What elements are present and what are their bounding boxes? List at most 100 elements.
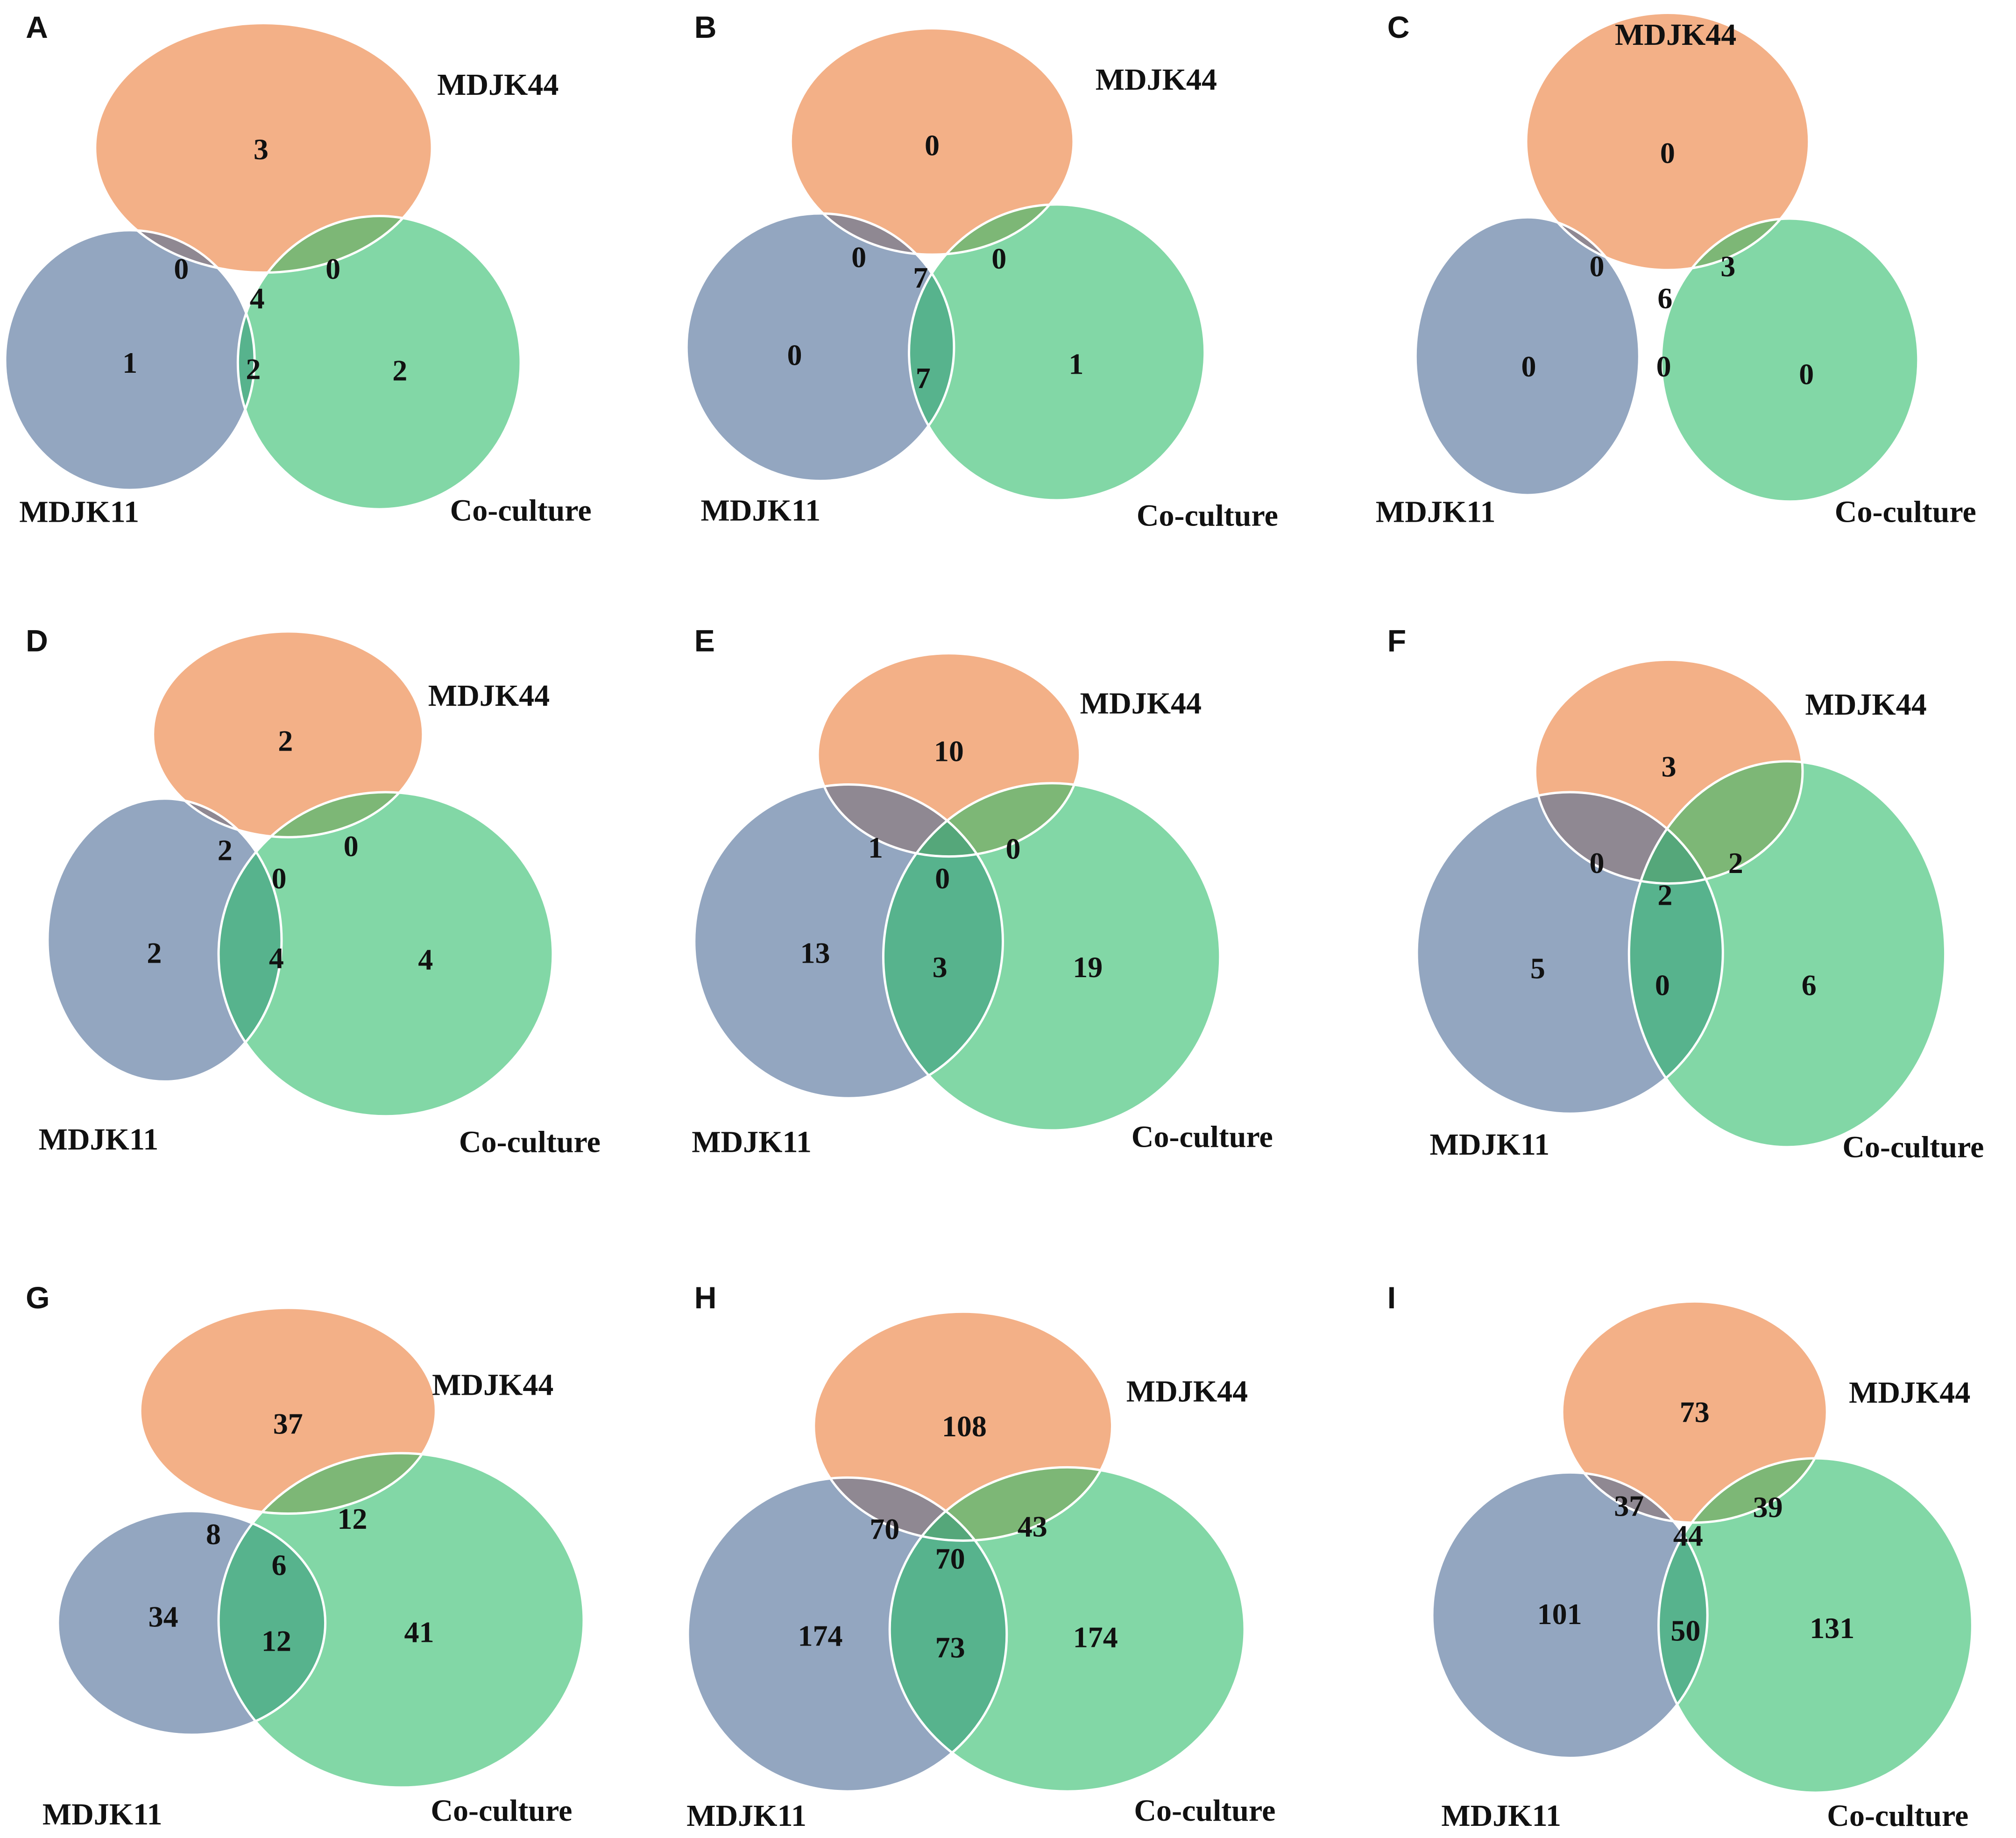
circle-coculture-outline <box>882 782 1222 1132</box>
region-mdjk44-mdjk11: 0 <box>1589 846 1604 880</box>
circle-mdjk44-outline <box>1561 1300 1828 1524</box>
panel-letter: C <box>1387 10 1410 44</box>
label-mdjk11: MDJK11 <box>1430 1128 1550 1162</box>
panel-letter: I <box>1387 1280 1396 1315</box>
region-coculture-only: 0 <box>1799 358 1814 391</box>
label-mdjk11: MDJK11 <box>686 1799 806 1833</box>
panel-d: D 2 2 0 0 2 4 4 MDJK44 MDJK11 Co-culture <box>26 623 601 1159</box>
region-mdjk44-coculture: 0 <box>991 242 1006 275</box>
region-mdjk44-only: 0 <box>925 129 940 162</box>
region-mdjk44-mdjk11: 0 <box>174 252 189 285</box>
circle-coculture-outline <box>217 1452 585 1789</box>
label-mdjk11: MDJK11 <box>700 494 821 528</box>
circle-coculture-outline <box>1657 1457 1974 1794</box>
circle-mdjk44-outline <box>1534 658 1804 885</box>
label-mdjk11: MDJK11 <box>19 495 139 529</box>
label-coculture: Co-culture <box>1132 1120 1273 1154</box>
panel-c: C 0 0 3 6 0 0 0 MDJK44 MDJK11 Co-culture <box>1376 10 1976 529</box>
region-coculture-only: 1 <box>1068 348 1083 381</box>
panel-a: A 3 0 0 4 1 2 2 MDJK44 MDJK11 Co-culture <box>4 10 592 529</box>
circle-mdjk11-outline <box>1414 216 1641 497</box>
circle-mdjk11 <box>1432 1472 1708 1758</box>
region-coculture-only: 2 <box>392 354 407 387</box>
label-mdjk44: MDJK44 <box>1126 1374 1248 1408</box>
label-mdjk11: MDJK11 <box>39 1122 159 1157</box>
circle-mdjk11 <box>5 230 255 490</box>
label-mdjk44: MDJK44 <box>1849 1376 1970 1410</box>
circle-mdjk44-outline <box>94 22 433 274</box>
circle-mdjk44 <box>791 28 1074 255</box>
label-mdjk44: MDJK44 <box>1080 686 1202 720</box>
panel-h: H 108 70 43 70 174 73 174 MDJK44 MDJK11 Co-culture <box>686 1280 1275 1833</box>
circle-mdjk11-outline <box>4 229 256 491</box>
circle-mdjk11 <box>47 798 282 1082</box>
region-coculture-only: 131 <box>1810 1611 1854 1645</box>
region-mdjk44-mdjk11: 2 <box>218 833 233 866</box>
region-all-three: 7 <box>913 261 928 294</box>
label-coculture: Co-culture <box>1137 499 1278 533</box>
region-mdjk11-coculture: 7 <box>916 362 931 395</box>
region-mdjk11-coculture: 0 <box>1656 350 1671 383</box>
region-mdjk44-only: 10 <box>934 734 964 767</box>
region-mdjk44-mdjk11: 8 <box>206 1518 221 1551</box>
circle-mdjk44 <box>1562 1301 1827 1523</box>
label-mdjk44: MDJK44 <box>432 1368 553 1402</box>
region-mdjk11-only: 101 <box>1537 1597 1582 1631</box>
circle-mdjk11-outline <box>685 212 955 483</box>
circle-mdjk11-outline <box>693 783 1004 1100</box>
region-mdjk44-coculture: 39 <box>1753 1490 1783 1524</box>
region-mdjk11-coculture: 73 <box>935 1631 965 1664</box>
region-coculture-only: 174 <box>1073 1620 1118 1653</box>
label-mdjk11: MDJK11 <box>1376 495 1496 529</box>
region-coculture-only: 4 <box>418 943 433 976</box>
region-mdjk11-only: 1 <box>122 346 137 379</box>
region-all-three: 70 <box>935 1542 965 1575</box>
circle-coculture-outline <box>217 791 554 1118</box>
circle-coculture <box>1661 219 1918 502</box>
region-mdjk44-coculture: 0 <box>1006 832 1021 866</box>
circle-mdjk44-outline <box>813 1310 1114 1542</box>
panel-g: G 37 8 12 6 34 12 41 MDJK44 MDJK11 Co-culture <box>26 1280 585 1831</box>
region-mdjk44-only: 37 <box>273 1407 303 1440</box>
region-mdjk11-only: 5 <box>1530 952 1545 985</box>
region-mdjk44-coculture: 43 <box>1018 1510 1047 1543</box>
circle-coculture-outline <box>1660 217 1920 503</box>
region-mdjk11-only: 174 <box>798 1619 843 1653</box>
circle-coculture <box>1629 761 1945 1147</box>
panel-letter: A <box>26 10 48 44</box>
region-mdjk44-only: 2 <box>278 724 293 757</box>
region-mdjk44-only: 3 <box>254 133 269 166</box>
region-all-three: 2 <box>1657 879 1672 912</box>
label-mdjk44: MDJK44 <box>428 679 550 713</box>
label-coculture: Co-culture <box>1835 495 1976 529</box>
label-coculture: Co-culture <box>450 494 592 528</box>
panel-letter: B <box>694 10 717 44</box>
region-mdjk11-coculture: 0 <box>1655 968 1670 1001</box>
circle-mdjk11-outline <box>57 1510 327 1736</box>
region-mdjk11-only: 0 <box>1521 350 1536 383</box>
label-mdjk44: MDJK44 <box>1096 63 1217 97</box>
region-coculture-only: 6 <box>1802 968 1817 1001</box>
region-mdjk11-coculture: 12 <box>262 1625 291 1658</box>
region-mdjk44-coculture: 2 <box>1728 846 1743 880</box>
circle-mdjk11-outline <box>686 1476 1008 1793</box>
region-all-three: 0 <box>935 862 950 895</box>
region-mdjk44-only: 108 <box>942 1410 987 1443</box>
circle-coculture-outline <box>236 215 522 511</box>
label-mdjk11: MDJK11 <box>42 1797 163 1831</box>
region-mdjk11-coculture: 4 <box>269 942 284 975</box>
region-mdjk44-mdjk11: 0 <box>851 241 866 274</box>
region-mdjk11-only: 13 <box>800 937 830 970</box>
region-mdjk11-coculture: 3 <box>933 951 948 984</box>
region-mdjk44-coculture: 12 <box>337 1502 367 1535</box>
circle-coculture <box>219 792 553 1116</box>
region-all-three: 6 <box>1657 282 1672 315</box>
panel-letter: H <box>694 1280 717 1315</box>
region-mdjk44-only: 73 <box>1680 1396 1710 1429</box>
label-coculture: Co-culture <box>1827 1799 1968 1833</box>
circle-mdjk44-outline <box>139 1306 437 1515</box>
region-mdjk11-only: 0 <box>787 338 802 371</box>
region-all-three: 44 <box>1673 1519 1703 1552</box>
region-all-three: 4 <box>250 282 265 315</box>
